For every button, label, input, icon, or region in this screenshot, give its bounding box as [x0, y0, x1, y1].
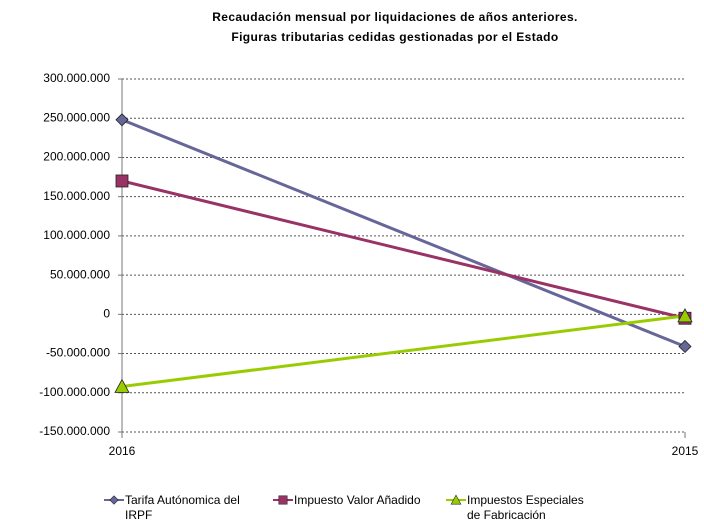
y-tick-label: 200.000.000: [43, 150, 110, 164]
x-tick-label: 2016: [109, 444, 136, 458]
y-tick-label: -50.000.000: [46, 346, 110, 360]
series-line: [121, 179, 686, 320]
chart-subtitle: Figuras tributarias cedidas gestionadas …: [231, 30, 558, 44]
legend-label: Impuestos Especiales de Fabricación: [467, 493, 584, 522]
point: [109, 495, 119, 505]
y-tick-label: 150.000.000: [43, 189, 110, 203]
point: [115, 113, 129, 127]
legend-marker: [446, 494, 466, 505]
point: [114, 378, 130, 393]
y-tick-label: 0: [103, 307, 110, 321]
y-tick-label: 300.000.000: [43, 71, 110, 85]
legend-label: Impuesto Valor Añadido: [294, 493, 421, 507]
y-tick-label: 100.000.000: [43, 228, 110, 242]
chart-title: Recaudación mensual por liquidaciones de…: [212, 10, 578, 24]
legend-marker: [273, 495, 293, 505]
y-tick-label: 250.000.000: [43, 110, 110, 124]
legend-label: Tarifa Autónomica del IRPF: [125, 493, 240, 522]
point: [278, 495, 288, 505]
x-tick-label: 2015: [672, 444, 699, 458]
point: [677, 308, 693, 323]
legend-marker: [104, 495, 124, 505]
point: [678, 339, 692, 354]
y-tick-label: -150.000.000: [39, 424, 110, 438]
point: [450, 494, 462, 505]
y-tick-label: -100.000.000: [39, 385, 110, 399]
series-line: [121, 314, 686, 388]
point: [115, 174, 129, 188]
y-tick-label: 50.000.000: [50, 267, 110, 281]
series-line: [121, 118, 686, 348]
